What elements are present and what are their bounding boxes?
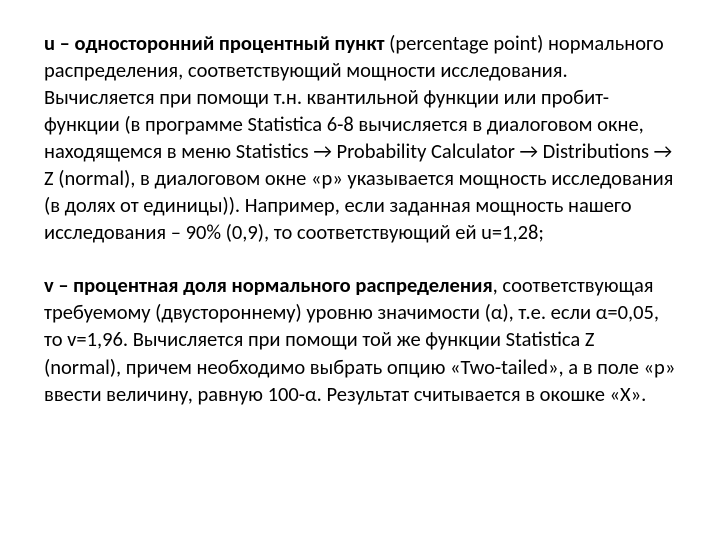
term-v: v – процентная доля нормального распреде… [44,272,493,298]
document-page: u – односторонний процентный пункт (perc… [0,0,720,540]
term-u: u – односторонний процентный пункт [44,30,389,56]
paragraph-u-definition: u – односторонний процентный пункт (perc… [44,30,676,246]
paragraph-spacer [44,246,676,272]
paragraph-v-definition: v – процентная доля нормального распреде… [44,272,676,407]
paragraph-u-body: (percentage point) нормального распредел… [44,30,673,245]
